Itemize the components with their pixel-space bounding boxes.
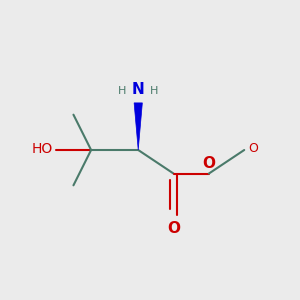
Text: O: O bbox=[249, 142, 259, 155]
Text: O: O bbox=[202, 156, 215, 171]
Text: HO: HO bbox=[32, 142, 53, 155]
Polygon shape bbox=[134, 103, 142, 150]
Text: H: H bbox=[118, 85, 126, 95]
Text: H: H bbox=[150, 85, 159, 95]
Text: N: N bbox=[132, 82, 145, 97]
Text: O: O bbox=[167, 221, 180, 236]
